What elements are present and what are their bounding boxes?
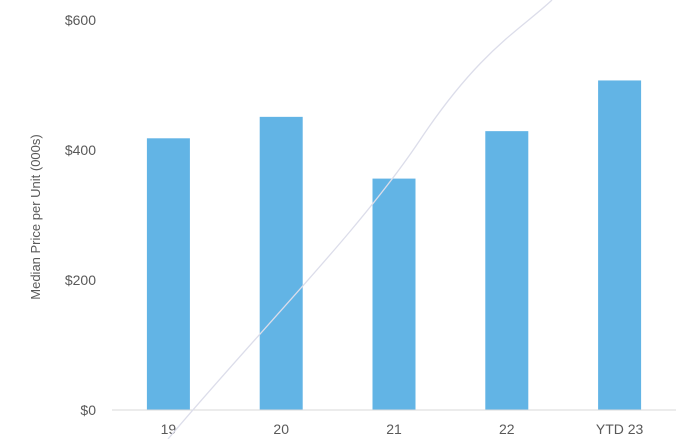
y-tick-label: $400 — [65, 142, 96, 158]
bar — [146, 138, 190, 411]
y-tick-label: $600 — [65, 12, 96, 28]
y-axis-label: Median Price per Unit (000s) — [28, 134, 43, 299]
x-tick-label: 20 — [273, 421, 289, 437]
x-tick-label: 22 — [499, 421, 515, 437]
x-tick-label: 21 — [386, 421, 402, 437]
x-tick-label: 19 — [161, 421, 177, 437]
bar — [259, 116, 303, 410]
overlay-curve — [167, 0, 553, 439]
bar — [485, 131, 529, 410]
bar — [372, 178, 416, 410]
y-tick-label: $200 — [65, 272, 96, 288]
x-tick-label: YTD 23 — [596, 421, 644, 437]
y-tick-labels: $0 $200 $400 $600 — [65, 12, 96, 418]
bars — [146, 80, 642, 411]
y-tick-label: $0 — [80, 402, 96, 418]
bar — [598, 80, 642, 410]
x-tick-labels: 19 20 21 22 YTD 23 — [161, 421, 644, 437]
